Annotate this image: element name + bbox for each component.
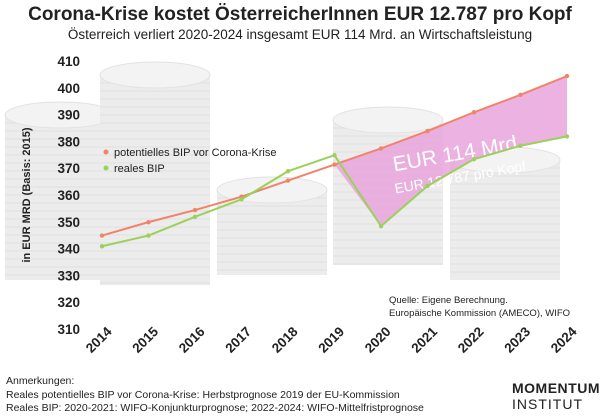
- gap-area: [334, 76, 567, 227]
- legend-marker: [103, 149, 109, 155]
- coin-top: [99, 61, 211, 89]
- logo-line-1: MOMENTUM: [512, 380, 600, 396]
- data-point: [192, 214, 198, 219]
- x-tick-label: 2019: [315, 324, 347, 356]
- y-tick-label: 310: [57, 322, 80, 337]
- data-point: [471, 110, 477, 115]
- legend-marker: [103, 165, 109, 171]
- note-line: Reales potentielles BIP vor Corona-Krise…: [6, 388, 400, 401]
- source-note: Quelle: Eigene Berechnung. Europäische Ko…: [389, 295, 570, 319]
- data-point: [378, 223, 384, 229]
- y-axis-ticks: 310 320 330 340 350 360 370 380 390 400 410: [57, 54, 80, 337]
- y-tick-label: 330: [57, 268, 80, 283]
- coin-top: [332, 106, 444, 134]
- x-axis-ticks: 2014 2015 2016 2017 2018 2019 2020 2021 2022 2023…: [83, 324, 580, 356]
- series-lines: [99, 73, 570, 249]
- x-tick-label: 2022: [455, 324, 487, 356]
- x-tick-label: 2014: [83, 324, 115, 356]
- data-point: [146, 233, 151, 238]
- data-point: [285, 169, 291, 174]
- legend-label: reales BIP: [114, 163, 165, 175]
- data-point: [192, 207, 198, 213]
- note-line: Reales BIP: 2020-2021: WIFO-Konjunkturpr…: [6, 402, 424, 414]
- data-point: [471, 156, 477, 162]
- y-axis-label: in EUR MRD (Basis: 2015): [21, 127, 33, 262]
- data-point: [332, 162, 337, 167]
- coin-stack: [5, 115, 115, 280]
- x-tick-label: 2015: [129, 324, 161, 356]
- y-tick-label: 380: [57, 134, 80, 149]
- x-tick-label: 2017: [222, 324, 254, 356]
- data-point: [378, 146, 384, 151]
- coin-stack: [450, 160, 560, 280]
- x-tick-label: 2018: [269, 324, 301, 356]
- chart-subtitle: Österreich verliert 2020-2024 insgesamt …: [67, 27, 533, 42]
- data-point: [146, 219, 151, 225]
- data-point: [425, 183, 430, 189]
- data-point: [285, 178, 291, 183]
- data-point: [239, 197, 244, 202]
- y-tick-label: 410: [57, 54, 80, 69]
- coin-stack: [217, 190, 327, 275]
- y-tick-label: 350: [57, 215, 80, 230]
- y-tick-label: 390: [57, 108, 80, 123]
- x-tick-label: 2024: [548, 324, 580, 356]
- chart-title: Corona-Krise kostet ÖsterreicherInnen EU…: [28, 4, 572, 25]
- x-tick-label: 2021: [408, 324, 440, 356]
- y-tick-label: 400: [57, 81, 80, 96]
- momentum-institut-logo: MOMENTUM INSTITUT: [512, 380, 600, 412]
- data-point: [564, 134, 570, 139]
- logo-line-2: INSTITUT: [512, 396, 583, 412]
- y-tick-label: 360: [57, 188, 80, 203]
- x-tick-label: 2020: [362, 324, 394, 356]
- y-tick-label: 340: [57, 242, 80, 257]
- x-tick-label: 2016: [176, 324, 208, 356]
- data-point: [99, 233, 105, 238]
- data-point: [518, 143, 523, 148]
- legend: potentielles BIP vor Corona-Krise reales …: [103, 147, 276, 175]
- y-tick-label: 370: [57, 161, 80, 176]
- note-heading: Anmerkungen:: [6, 375, 75, 387]
- source-line: Quelle: Eigene Berechnung.: [389, 295, 508, 306]
- data-point: [564, 73, 570, 79]
- x-tick-label: 2023: [501, 324, 533, 356]
- source-line: Europäische Kommission (AMECO), WIFO: [389, 308, 570, 319]
- data-point: [332, 152, 337, 158]
- data-point: [99, 244, 105, 249]
- data-point: [425, 128, 430, 134]
- coin-stack: [100, 75, 210, 285]
- legend-label: potentielles BIP vor Corona-Krise: [114, 147, 276, 159]
- footnotes: Anmerkungen: Reales potentielles BIP vor…: [6, 375, 424, 416]
- data-point: [518, 92, 523, 98]
- coin-stacks-background: [4, 61, 561, 285]
- y-tick-label: 320: [57, 295, 80, 310]
